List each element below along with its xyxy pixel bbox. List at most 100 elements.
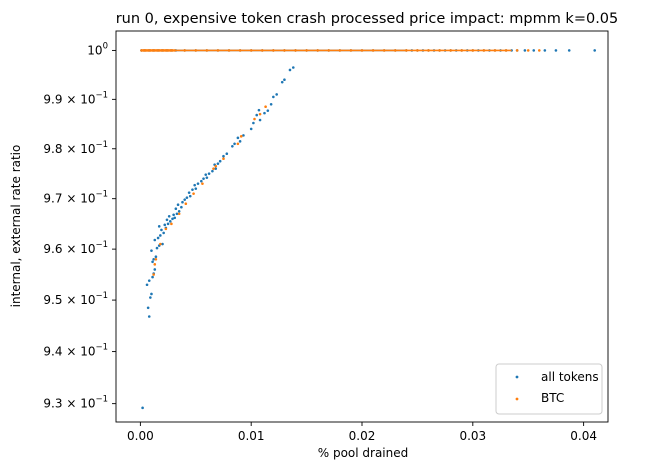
scatter-points [140,49,597,410]
point-btc [173,49,177,52]
point-all-tokens [159,234,162,237]
point-btc [526,49,530,52]
x-tick-label: 0.02 [349,429,376,443]
point-all-tokens [214,167,218,170]
point-all-tokens [218,159,222,163]
point-all-tokens [269,102,273,106]
point-btc [405,49,408,52]
point-all-tokens [188,194,192,198]
point-all-tokens [554,49,558,52]
point-btc [154,257,158,261]
point-btc [264,105,267,109]
point-all-tokens [291,66,295,69]
point-btc [212,167,215,170]
point-btc [460,49,464,52]
point-all-tokens [193,183,196,187]
point-btc [160,49,163,52]
point-all-tokens [257,108,261,112]
legend-box [495,363,603,415]
point-btc [192,192,195,195]
point-all-tokens [187,191,191,194]
point-btc [482,49,486,52]
point-all-tokens [283,78,286,82]
point-all-tokens [238,140,242,143]
point-all-tokens [266,109,270,112]
point-all-tokens [151,275,154,279]
point-btc [471,49,475,52]
point-btc [166,49,170,52]
point-all-tokens [180,205,183,209]
point-all-tokens [225,152,229,156]
legend-label-btc: BTC [541,391,564,405]
point-all-tokens [196,182,200,185]
x-tick-label: 0.00 [127,429,154,443]
point-btc [371,49,375,52]
point-btc [515,49,519,52]
point-btc [177,212,181,216]
point-all-tokens [523,49,527,52]
point-all-tokens [150,292,153,296]
point-btc [305,49,308,52]
point-all-tokens [242,134,245,137]
point-all-tokens [160,228,163,232]
point-all-tokens [272,95,275,99]
point-all-tokens [154,255,158,259]
point-btc [222,157,225,161]
point-all-tokens [161,242,164,246]
x-axis: 0.00 0.01 0.02 0.03 0.04 [127,422,597,443]
point-all-tokens [173,216,177,220]
point-btc [184,202,188,206]
point-all-tokens [543,49,547,52]
y-tick-label: 9.6 × 10−1 [43,240,108,256]
legend-label-all-tokens: all tokens [541,370,599,384]
point-btc [238,49,242,52]
point-all-tokens [141,406,144,410]
point-all-tokens [157,225,161,228]
point-all-tokens [185,196,189,199]
point-all-tokens [205,176,209,179]
y-tick-label: 9.5 × 10−1 [43,291,108,307]
point-all-tokens [249,127,253,131]
point-btc [427,49,430,52]
point-btc [183,49,187,52]
point-all-tokens [168,220,172,223]
point-all-tokens [165,218,169,222]
point-all-tokens [177,209,181,213]
legend-marker-btc [515,397,519,401]
y-tick-label: 9.8 × 10−1 [43,140,108,156]
point-btc [214,164,218,168]
y-axis-label: internal, external rate ratio [9,145,23,308]
point-btc [164,227,168,231]
point-all-tokens [176,203,180,207]
point-btc [227,49,231,52]
legend-marker-all-tokens [515,375,519,379]
point-all-tokens [149,296,152,299]
point-all-tokens [163,223,167,227]
point-btc [382,49,386,52]
point-all-tokens [166,222,170,226]
point-btc [239,135,243,138]
point-btc [155,49,159,52]
point-btc [236,142,240,146]
point-btc [149,49,152,52]
point-all-tokens [288,68,292,72]
point-btc [260,49,264,52]
point-btc [146,49,150,52]
point-all-tokens [216,162,220,165]
point-all-tokens [275,93,278,96]
point-all-tokens [172,213,175,217]
point-btc [253,117,256,121]
point-btc [438,49,441,52]
point-btc [159,242,162,246]
point-btc [327,49,331,52]
point-btc [416,49,419,52]
point-all-tokens [152,257,155,261]
point-all-tokens [155,246,159,250]
point-all-tokens [532,49,536,52]
x-axis-label: % pool drained [318,446,409,460]
y-tick-label: 9.7 × 10−1 [43,190,108,206]
point-btc [393,49,397,52]
point-btc [140,49,143,52]
point-all-tokens [200,179,203,183]
